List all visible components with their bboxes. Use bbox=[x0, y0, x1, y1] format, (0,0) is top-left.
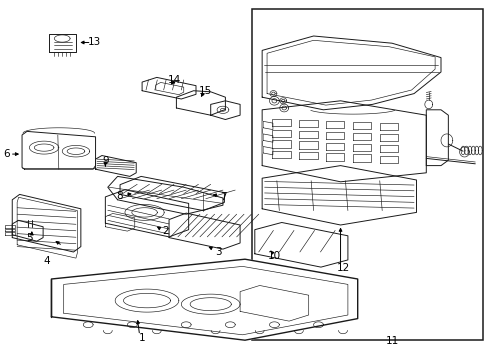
Polygon shape bbox=[105, 213, 135, 231]
Polygon shape bbox=[353, 133, 371, 140]
Polygon shape bbox=[262, 166, 416, 225]
Polygon shape bbox=[326, 153, 344, 161]
Polygon shape bbox=[326, 121, 344, 128]
Polygon shape bbox=[353, 144, 371, 151]
Polygon shape bbox=[263, 121, 273, 130]
Text: 5: 5 bbox=[26, 233, 33, 243]
Polygon shape bbox=[255, 222, 348, 267]
Polygon shape bbox=[240, 285, 309, 321]
Text: 3: 3 bbox=[215, 247, 221, 257]
Text: 7: 7 bbox=[220, 192, 226, 202]
Polygon shape bbox=[380, 156, 398, 163]
Text: 12: 12 bbox=[336, 263, 350, 273]
Polygon shape bbox=[108, 176, 223, 214]
Polygon shape bbox=[272, 119, 291, 126]
Text: 11: 11 bbox=[385, 336, 399, 346]
Text: 9: 9 bbox=[102, 156, 109, 166]
Polygon shape bbox=[380, 123, 398, 130]
Polygon shape bbox=[272, 151, 291, 158]
Polygon shape bbox=[12, 220, 43, 241]
Text: 14: 14 bbox=[167, 75, 181, 85]
Polygon shape bbox=[176, 91, 225, 115]
Polygon shape bbox=[49, 34, 76, 52]
Polygon shape bbox=[299, 131, 318, 138]
Polygon shape bbox=[5, 229, 15, 231]
Polygon shape bbox=[105, 190, 189, 237]
Polygon shape bbox=[353, 122, 371, 129]
Text: 10: 10 bbox=[268, 251, 281, 261]
Text: 6: 6 bbox=[3, 149, 10, 159]
Polygon shape bbox=[380, 134, 398, 141]
Polygon shape bbox=[5, 232, 15, 235]
Text: 1: 1 bbox=[139, 333, 146, 343]
Polygon shape bbox=[353, 154, 371, 162]
Polygon shape bbox=[326, 143, 344, 150]
Polygon shape bbox=[142, 77, 196, 99]
Text: 2: 2 bbox=[162, 226, 169, 237]
Polygon shape bbox=[5, 225, 15, 228]
Polygon shape bbox=[263, 134, 273, 142]
Text: 13: 13 bbox=[87, 37, 101, 48]
Polygon shape bbox=[272, 140, 291, 148]
Polygon shape bbox=[262, 101, 426, 182]
Polygon shape bbox=[51, 259, 358, 340]
Polygon shape bbox=[299, 152, 318, 159]
Polygon shape bbox=[326, 132, 344, 139]
Polygon shape bbox=[120, 176, 224, 211]
Polygon shape bbox=[12, 194, 81, 252]
Polygon shape bbox=[169, 213, 240, 249]
Text: 15: 15 bbox=[199, 86, 213, 96]
Polygon shape bbox=[262, 36, 441, 110]
Polygon shape bbox=[299, 120, 318, 127]
Polygon shape bbox=[263, 147, 273, 155]
Polygon shape bbox=[211, 101, 240, 120]
Polygon shape bbox=[96, 156, 136, 176]
Text: 8: 8 bbox=[117, 191, 123, 201]
Bar bbox=[252, 9, 483, 340]
Polygon shape bbox=[272, 130, 291, 137]
Polygon shape bbox=[22, 131, 96, 169]
Polygon shape bbox=[380, 145, 398, 152]
Polygon shape bbox=[299, 141, 318, 149]
Polygon shape bbox=[426, 110, 448, 166]
Text: 4: 4 bbox=[43, 256, 50, 266]
